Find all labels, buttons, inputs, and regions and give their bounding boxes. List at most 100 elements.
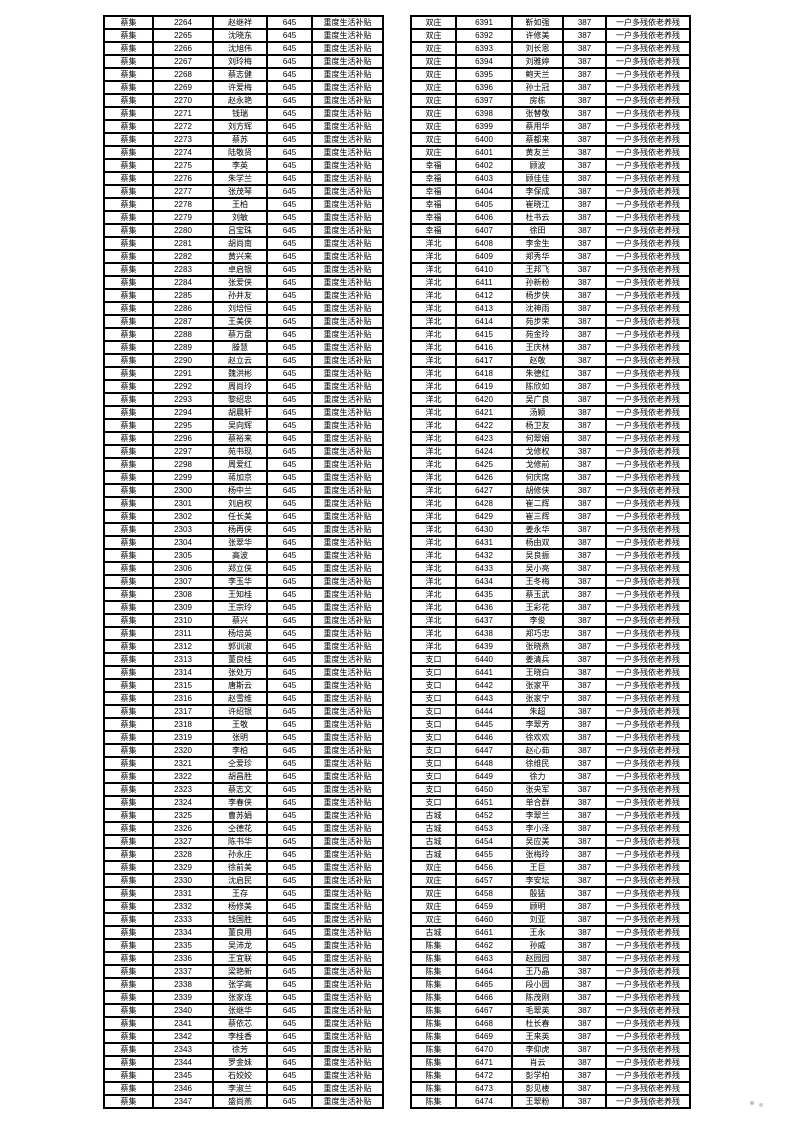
town-cell: 蔡集 [104,1004,153,1017]
id-cell: 6408 [456,237,512,250]
name-cell: 顾佳佳 [512,172,563,185]
town-cell: 蔡集 [104,809,153,822]
table-row: 蔡集 2314 张处万 645 重度生活补贴 [104,666,383,679]
category-cell: 重度生活补贴 [312,770,383,783]
id-cell: 6447 [456,744,512,757]
amount-cell: 387 [563,250,606,263]
table-row: 洋北 6426 何庆席 387 一户多残依老养残 [411,471,690,484]
name-cell: 张家连 [213,991,267,1004]
id-cell: 6431 [456,536,512,549]
id-cell: 2304 [153,536,213,549]
table-row: 陈集 6472 彭学柏 387 一户多残依老养残 [411,1069,690,1082]
name-cell: 胡尚南 [213,237,267,250]
table-row: 双庄 6457 李安坛 387 一户多残依老养残 [411,874,690,887]
id-cell: 2272 [153,120,213,133]
table-row: 蔡集 2274 陆敬贤 645 重度生活补贴 [104,146,383,159]
category-cell: 一户多残依老养残 [606,380,690,393]
amount-cell: 387 [563,120,606,133]
id-cell: 6406 [456,211,512,224]
category-cell: 一户多残依老养残 [606,94,690,107]
table-row: 幸福 6403 顾佳佳 387 一户多残依老养残 [411,172,690,185]
id-cell: 2310 [153,614,213,627]
town-cell: 洋北 [411,458,456,471]
amount-cell: 387 [563,29,606,42]
category-cell: 一户多残依老养残 [606,939,690,952]
table-row: 洋北 6436 王彩花 387 一户多残依老养残 [411,601,690,614]
category-cell: 重度生活补贴 [312,367,383,380]
category-cell: 重度生活补贴 [312,107,383,120]
amount-cell: 387 [563,601,606,614]
id-cell: 6399 [456,120,512,133]
amount-cell: 645 [267,471,312,484]
table-row: 蔡集 2300 杨中兰 645 重度生活补贴 [104,484,383,497]
amount-cell: 387 [563,1030,606,1043]
table-row: 洋北 6423 何翠娟 387 一户多残依老养残 [411,432,690,445]
town-cell: 蔡集 [104,211,153,224]
category-cell: 重度生活补贴 [312,718,383,731]
town-cell: 蔡集 [104,926,153,939]
name-cell: 何庆席 [512,471,563,484]
amount-cell: 645 [267,588,312,601]
category-cell: 重度生活补贴 [312,289,383,302]
town-cell: 洋北 [411,510,456,523]
name-cell: 蔡都来 [512,133,563,146]
amount-cell: 645 [267,770,312,783]
table-row: 双庄 6400 蔡都来 387 一户多残依老养残 [411,133,690,146]
town-cell: 洋北 [411,276,456,289]
amount-cell: 387 [563,185,606,198]
category-cell: 重度生活补贴 [312,1082,383,1095]
id-cell: 2307 [153,575,213,588]
id-cell: 6435 [456,588,512,601]
town-cell: 蔡集 [104,835,153,848]
category-cell: 重度生活补贴 [312,198,383,211]
name-cell: 张替敬 [512,107,563,120]
amount-cell: 645 [267,458,312,471]
category-cell: 重度生活补贴 [312,172,383,185]
table-row: 蔡集 2319 张明 645 重度生活补贴 [104,731,383,744]
category-cell: 重度生活补贴 [312,627,383,640]
category-cell: 重度生活补贴 [312,16,383,29]
id-cell: 2268 [153,68,213,81]
amount-cell: 387 [563,133,606,146]
id-cell: 6471 [456,1056,512,1069]
town-cell: 双庄 [411,42,456,55]
name-cell: 朱德红 [512,367,563,380]
name-cell: 王宗玲 [213,601,267,614]
category-cell: 一户多残依老养残 [606,120,690,133]
id-cell: 2316 [153,692,213,705]
id-cell: 2337 [153,965,213,978]
amount-cell: 387 [563,1056,606,1069]
table-row: 陈集 6463 赵园园 387 一户多残依老养残 [411,952,690,965]
name-cell: 杨再侠 [213,523,267,536]
amount-cell: 387 [563,783,606,796]
table-row: 蔡集 2315 唐斯云 645 重度生活补贴 [104,679,383,692]
name-cell: 李玉华 [213,575,267,588]
table-row: 蔡集 2313 董良桂 645 重度生活补贴 [104,653,383,666]
table-row: 陈集 6467 毛翠英 387 一户多残依老养残 [411,1004,690,1017]
amount-cell: 645 [267,796,312,809]
town-cell: 蔡集 [104,29,153,42]
name-cell: 毛翠英 [512,1004,563,1017]
id-cell: 6434 [456,575,512,588]
amount-cell: 387 [563,380,606,393]
id-cell: 2335 [153,939,213,952]
id-cell: 6418 [456,367,512,380]
category-cell: 重度生活补贴 [312,874,383,887]
id-cell: 6446 [456,731,512,744]
id-cell: 2287 [153,315,213,328]
town-cell: 支口 [411,731,456,744]
category-cell: 一户多残依老养残 [606,1056,690,1069]
id-cell: 2336 [153,952,213,965]
town-cell: 幸福 [411,185,456,198]
amount-cell: 387 [563,1095,606,1108]
name-cell: 蒋加京 [213,471,267,484]
category-cell: 重度生活补贴 [312,913,383,926]
name-cell: 蔡裕来 [213,432,267,445]
town-cell: 蔡集 [104,991,153,1004]
amount-cell: 645 [267,302,312,315]
category-cell: 重度生活补贴 [312,965,383,978]
town-cell: 蔡集 [104,549,153,562]
id-cell: 2273 [153,133,213,146]
name-cell: 沈神雨 [512,302,563,315]
name-cell: 徐芳 [213,1043,267,1056]
